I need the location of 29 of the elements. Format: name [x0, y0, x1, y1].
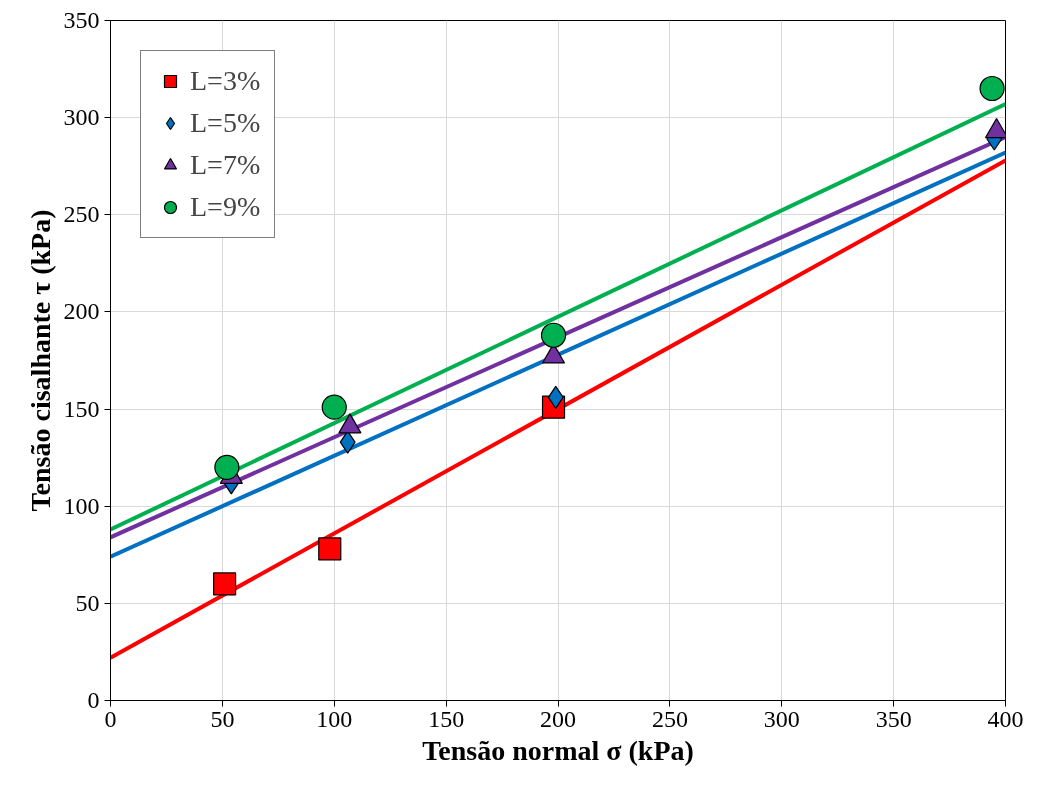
point	[213, 572, 237, 596]
point	[321, 394, 347, 420]
legend-label: L=5%	[190, 107, 261, 139]
x-tick-label: 400	[987, 705, 1024, 732]
y-tick-label: 350	[63, 7, 100, 33]
x-tick-label: 0	[104, 705, 117, 732]
legend-label: L=7%	[190, 149, 261, 181]
x-tick-label: 50	[210, 705, 235, 732]
y-tick-label: 100	[63, 492, 100, 519]
x-tick-label: 150	[428, 705, 465, 732]
y-tick-label: 50	[75, 589, 100, 616]
x-tick-label: 250	[651, 705, 688, 732]
x-axis-title: Tensão normal σ (kPa)	[422, 734, 694, 766]
y-tick-label: 150	[63, 395, 100, 422]
legend-label: L=9%	[190, 191, 261, 223]
y-axis-title: Tensão cisalhante τ (kPa)	[24, 209, 56, 512]
point	[318, 537, 342, 561]
legend-label: L=3%	[190, 65, 261, 97]
x-tick-label: 350	[875, 705, 912, 732]
y-tick-label: 250	[63, 201, 100, 228]
point	[979, 75, 1005, 102]
point	[540, 322, 567, 348]
x-tick-label: 100	[316, 705, 353, 732]
y-tick-label: 200	[63, 298, 100, 325]
x-tick-label: 300	[763, 705, 800, 732]
y-tick-label: 0	[87, 687, 100, 713]
point	[214, 454, 240, 480]
x-tick-label: 200	[540, 705, 576, 732]
y-tick-label: 300	[63, 104, 100, 131]
